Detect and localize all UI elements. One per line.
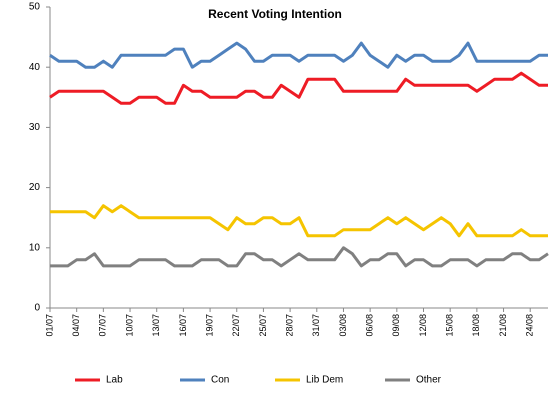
x-tick-label: 16/07 (178, 314, 188, 337)
legend-label: Lib Dem (306, 375, 343, 386)
chart-title: Recent Voting Intention (208, 7, 342, 21)
x-tick-label: 01/07 (44, 314, 54, 337)
series-line (50, 246, 549, 268)
x-tick-label: 13/07 (151, 314, 161, 337)
y-tick-label: 0 (34, 303, 40, 314)
legend-label: Con (211, 375, 229, 386)
x-tick-label: 03/08 (338, 314, 348, 337)
x-tick-label: 10/07 (124, 314, 134, 337)
series-line (50, 204, 548, 238)
x-tick-label: 25/07 (258, 314, 268, 337)
y-tick-label: 50 (29, 2, 41, 13)
y-tick-label: 10 (29, 242, 41, 253)
series-line (49, 41, 548, 69)
x-tick-label: 09/08 (391, 314, 401, 337)
legend-label: Other (416, 375, 442, 386)
x-tick-label: 19/07 (204, 314, 214, 337)
y-tick-label: 30 (29, 122, 41, 133)
legend-label: Lab (106, 375, 123, 386)
x-tick-label: 22/07 (231, 314, 241, 337)
x-tick-label: 18/08 (471, 314, 481, 337)
x-tick-label: 24/08 (525, 314, 535, 337)
x-tick-label: 07/07 (98, 314, 108, 337)
x-tick-label: 06/08 (365, 314, 375, 337)
x-tick-label: 15/08 (445, 314, 455, 337)
x-tick-label: 04/07 (71, 314, 81, 337)
y-tick-label: 40 (29, 62, 41, 73)
x-tick-label: 28/07 (284, 314, 294, 337)
x-tick-label: 12/08 (418, 314, 428, 337)
x-tick-label: 31/07 (311, 314, 321, 337)
y-tick-label: 20 (29, 182, 41, 193)
series-line (49, 71, 548, 105)
x-tick-label: 21/08 (498, 314, 508, 337)
